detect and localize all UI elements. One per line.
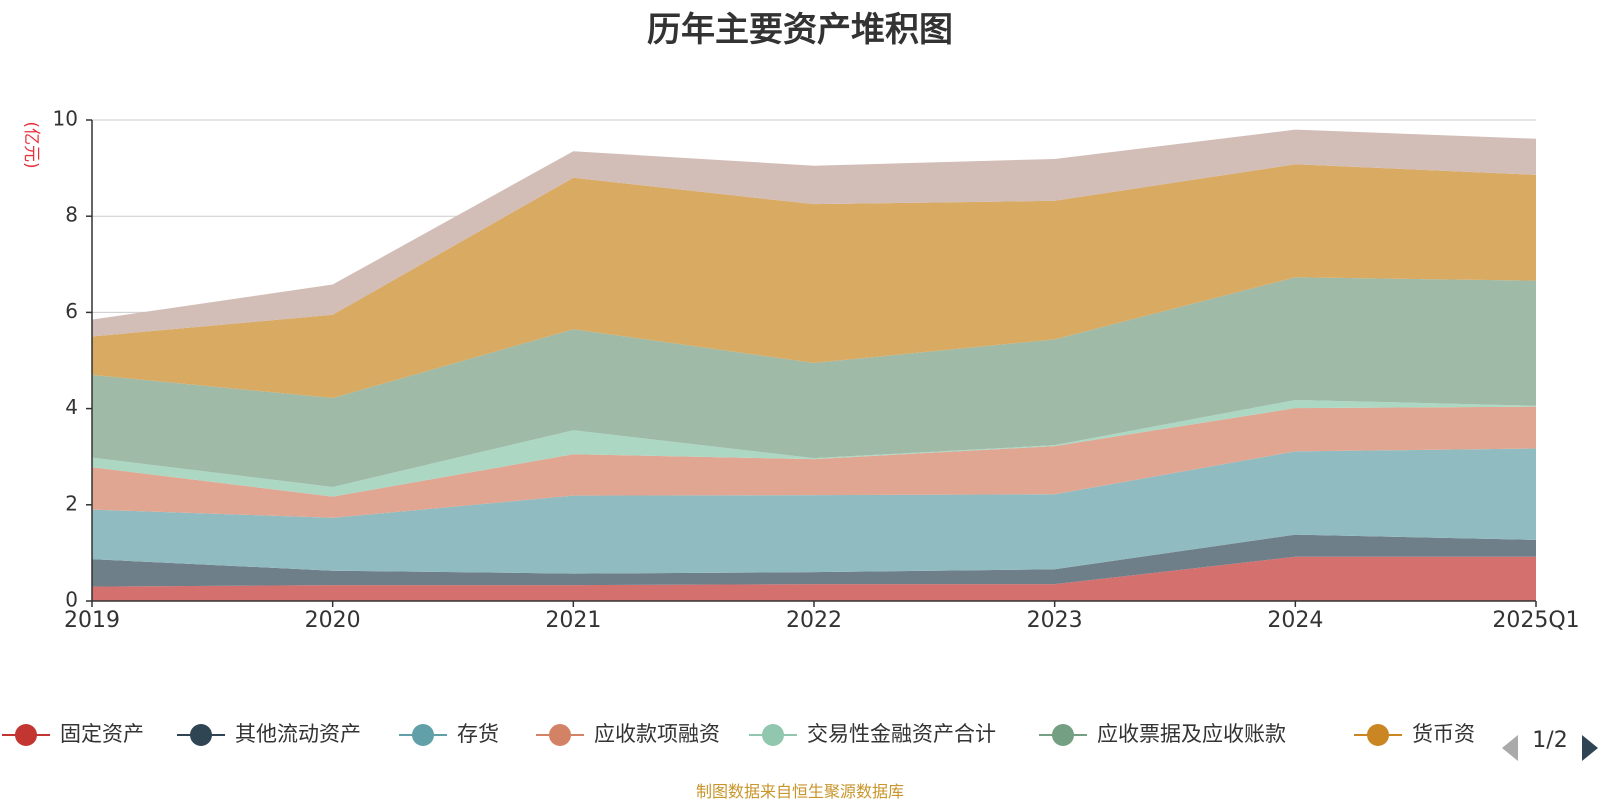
x-tick-label: 2021 <box>545 608 601 633</box>
legend-marker-icon <box>1052 724 1074 746</box>
legend-label: 应收款项融资 <box>594 722 720 746</box>
area-series <box>92 129 1536 601</box>
y-ticks: 0 2 4 6 8 10 <box>53 107 92 612</box>
area-series-1[interactable] <box>92 534 1536 587</box>
y-axis-unit-label: (亿元) <box>21 121 41 168</box>
legend-label: 固定资产 <box>60 722 144 746</box>
y-tick-label: 4 <box>65 395 78 419</box>
legend-marker-icon <box>190 724 212 746</box>
y-tick-label: 8 <box>65 203 78 227</box>
legend-marker-icon <box>15 724 37 746</box>
area-series-7[interactable] <box>92 129 1536 337</box>
y-tick-label: 10 <box>53 107 78 131</box>
legend-marker-icon <box>1367 724 1389 746</box>
x-tick-label: 2019 <box>64 608 120 633</box>
x-tick-label: 2025Q1 <box>1492 608 1579 633</box>
y-tick-label: 0 <box>65 588 78 612</box>
legend-label: 存货 <box>457 722 499 746</box>
x-tick-label: 2022 <box>786 608 842 633</box>
triangle-left-icon[interactable] <box>1502 735 1518 761</box>
area-series-4[interactable] <box>92 399 1536 497</box>
y-tick-label: 6 <box>65 299 78 323</box>
x-tick-label: 2024 <box>1267 608 1323 633</box>
legend-item-2[interactable]: 存货 <box>399 722 499 746</box>
legend-marker-icon <box>412 724 434 746</box>
legend-label: 交易性金融资产合计 <box>807 722 996 746</box>
legend-item-4[interactable]: 交易性金融资产合计 <box>749 722 996 746</box>
legend-label: 应收票据及应收账款 <box>1097 722 1286 746</box>
area-series-2[interactable] <box>92 448 1536 574</box>
area-series-5[interactable] <box>92 277 1536 488</box>
legend-item-3[interactable]: 应收款项融资 <box>536 722 720 746</box>
legend-pager: 1/2 <box>1502 728 1598 761</box>
legend-marker-icon <box>762 724 784 746</box>
legend-label: 货币资 <box>1412 722 1475 746</box>
legend-item-1[interactable]: 其他流动资产 <box>177 722 361 746</box>
legend-item-6[interactable]: 货币资 <box>1354 722 1475 746</box>
chart-title: 历年主要资产堆积图 <box>647 10 953 50</box>
x-tick-label: 2023 <box>1027 608 1083 633</box>
legend-marker-icon <box>549 724 571 746</box>
legend: 固定资产 其他流动资产 存货 应收款项融资 交易性金融资产合计 应收票据及应收账款 货币资 <box>2 722 1475 746</box>
legend-label: 其他流动资产 <box>235 722 361 746</box>
y-tick-label: 2 <box>65 491 78 515</box>
x-ticks: 2019 2020 2021 2022 2023 2024 2025Q1 <box>64 601 1580 633</box>
area-series-3[interactable] <box>92 406 1536 518</box>
x-tick-label: 2020 <box>305 608 361 633</box>
legend-item-5[interactable]: 应收票据及应收账款 <box>1039 722 1286 746</box>
data-source-note: 制图数据来自恒生聚源数据库 <box>695 782 904 801</box>
area-series-6[interactable] <box>92 164 1536 399</box>
area-series-0[interactable] <box>92 556 1536 601</box>
legend-page-indicator: 1/2 <box>1532 728 1567 753</box>
legend-item-0[interactable]: 固定资产 <box>2 722 144 746</box>
triangle-right-icon[interactable] <box>1582 735 1598 761</box>
